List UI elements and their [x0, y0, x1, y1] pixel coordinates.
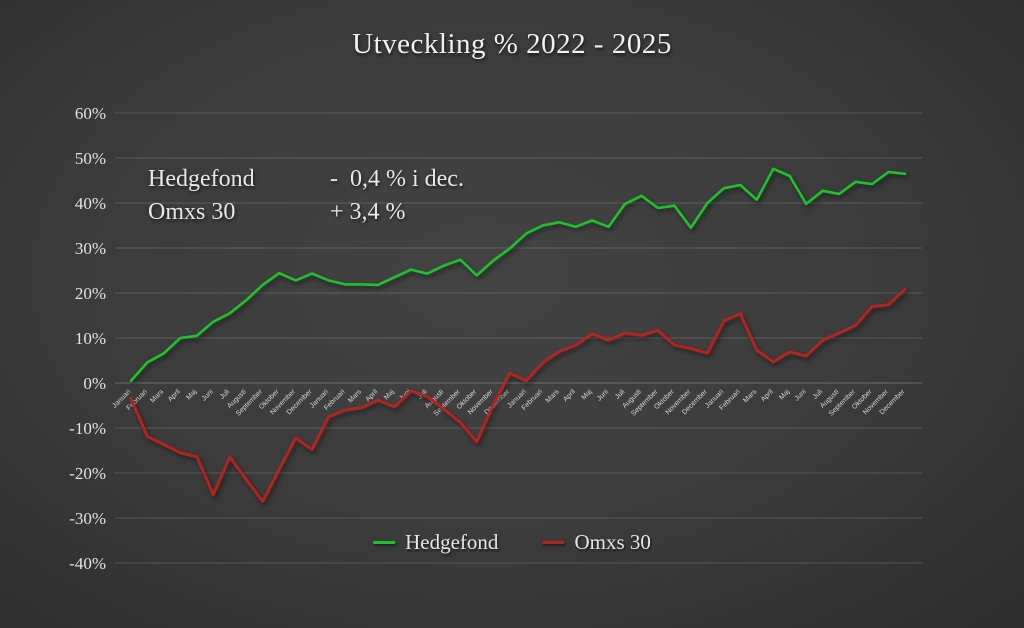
- y-axis-label: 0%: [83, 374, 106, 393]
- x-axis-month-label: Mars: [149, 388, 165, 404]
- chart-title: Utveckling % 2022 - 2025: [352, 28, 672, 60]
- y-axis-label: 30%: [75, 239, 106, 258]
- x-axis-month-label: April: [167, 388, 182, 403]
- x-axis-month-label: Juni: [794, 388, 808, 402]
- series-line-hedgefond: [129, 167, 907, 383]
- x-axis-month-label: Juli: [812, 388, 825, 401]
- annotation-series-name: Hedgefond: [148, 166, 255, 192]
- x-axis-month-label: Juli: [219, 388, 232, 401]
- y-axis-label: -10%: [69, 419, 106, 438]
- x-axis-month-label: April: [760, 388, 775, 403]
- x-axis-month-label: Maj: [778, 388, 791, 401]
- annotation-row-hedgefond: Hedgefond - 0,4 % i dec.: [148, 163, 464, 196]
- omxs-line-swatch-icon: [542, 541, 565, 544]
- x-axis-month-label: Mars: [347, 388, 363, 404]
- y-axis-label: -20%: [69, 464, 106, 483]
- annotation-box: Hedgefond - 0,4 % i dec. Omxs 30 + 3,4 %: [148, 163, 464, 229]
- annotation-series-value: + 3,4 %: [330, 199, 406, 225]
- x-axis-month-label: Juni: [201, 388, 215, 402]
- series-line-omxs-30: [129, 287, 907, 503]
- y-axis-label: 10%: [75, 329, 106, 348]
- annotation-row-omxs: Omxs 30 + 3,4 %: [148, 196, 464, 229]
- x-axis-month-label: Maj: [383, 388, 396, 401]
- x-axis-month-label: Juli: [614, 388, 627, 401]
- legend-label: Hedgefond: [405, 530, 499, 554]
- chart-legend: Hedgefond Omxs 30: [373, 530, 651, 555]
- x-axis-month-label: Maj: [581, 388, 594, 401]
- y-axis-label: 60%: [75, 104, 106, 123]
- y-axis-label: -30%: [69, 509, 106, 528]
- y-axis-label: -40%: [69, 554, 106, 573]
- legend-item-hedgefond: Hedgefond: [373, 530, 498, 555]
- legend-label: Omxs 30: [574, 530, 651, 554]
- legend-item-omxs: Omxs 30: [542, 530, 651, 555]
- x-axis-month-label: Mars: [742, 388, 758, 404]
- x-axis-month-label: Mars: [545, 388, 561, 404]
- y-axis-label: 40%: [75, 194, 106, 213]
- y-axis-label: 50%: [75, 149, 106, 168]
- x-axis-month-label: April: [562, 388, 577, 403]
- annotation-series-name: Omxs 30: [148, 199, 236, 225]
- x-axis-month-label: Maj: [185, 388, 198, 401]
- x-axis-month-label: Juni: [596, 388, 610, 402]
- hedgefond-line-swatch-icon: [373, 541, 396, 544]
- y-axis-label: 20%: [75, 284, 106, 303]
- annotation-series-value: - 0,4 % i dec.: [330, 166, 464, 192]
